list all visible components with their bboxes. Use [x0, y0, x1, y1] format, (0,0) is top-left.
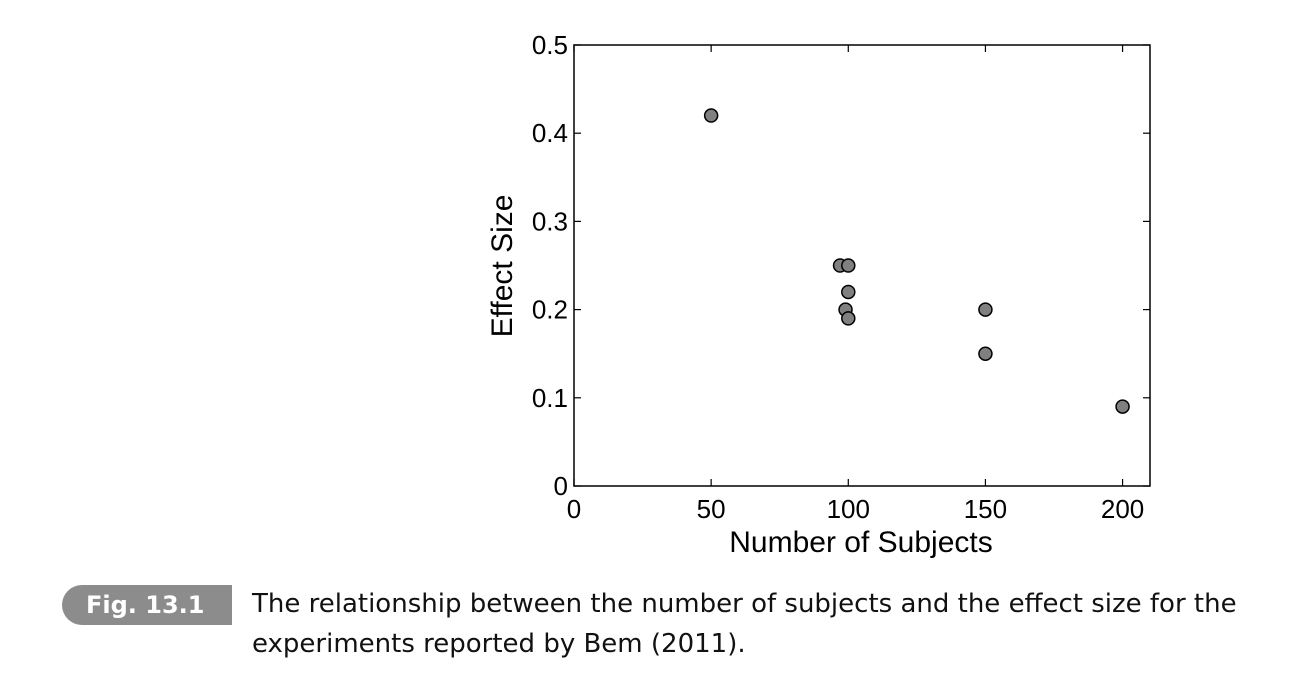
caption-line-2: experiments reported by Bem (2011). [252, 629, 746, 659]
y-axis-title: Effect Size [486, 195, 519, 338]
y-tick-label: 0.1 [532, 383, 568, 413]
x-tick-label: 200 [1101, 494, 1144, 524]
y-tick-label: 0.3 [532, 206, 568, 236]
data-point [841, 258, 856, 273]
x-tick-label: 50 [697, 494, 726, 524]
x-axis-title: Number of Subjects [729, 526, 992, 559]
caption-line-1: The relationship between the number of s… [252, 589, 1237, 619]
scatter-chart: 0 50 100 150 200 0 0.1 0.2 0.3 0.4 0.5 Number of S… [486, 30, 1151, 559]
data-points [703, 108, 1130, 414]
x-tick-label: 100 [827, 494, 870, 524]
data-point [703, 108, 719, 123]
figure-caption: The relationship between the number of s… [252, 584, 1252, 664]
y-tick-label: 0 [554, 471, 568, 501]
figure-label: Fig. 13.1 [62, 585, 232, 625]
y-tick-label: 0.5 [532, 30, 568, 60]
x-tick-label: 0 [567, 494, 581, 524]
data-point [978, 302, 993, 317]
y-tick-label: 0.2 [532, 295, 568, 325]
axes: 0 50 100 150 200 0 0.1 0.2 0.3 0.4 0.5 [532, 30, 1151, 524]
y-tick-label: 0.4 [532, 118, 568, 148]
data-point [841, 311, 856, 326]
plot-frame [573, 44, 1151, 487]
x-tick-label: 150 [964, 494, 1007, 524]
data-point [1115, 399, 1130, 414]
data-point [841, 284, 856, 300]
data-point [978, 346, 993, 361]
